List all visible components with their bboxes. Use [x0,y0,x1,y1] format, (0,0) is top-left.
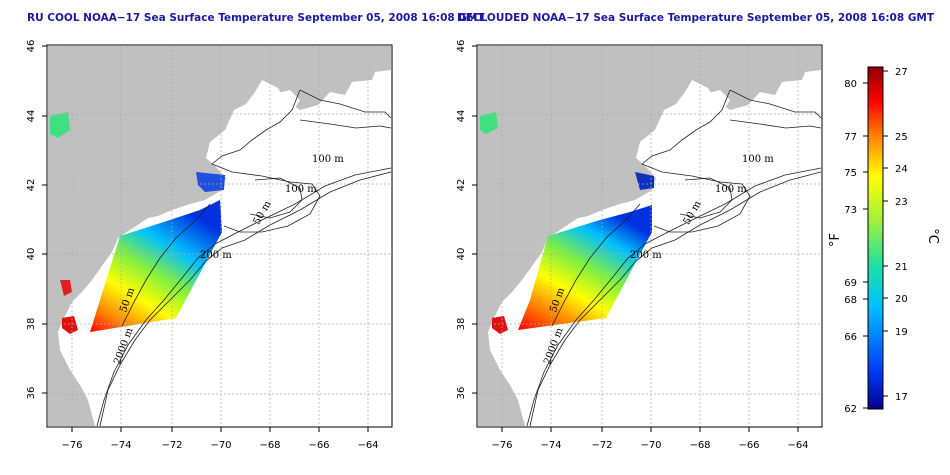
c-tick-label: 20 [895,294,908,305]
f-tick-label: 77 [844,132,857,143]
y-tick-label: 40 [456,248,467,261]
map-title: DECLOUDED NOAA−17 Sea Surface Temperatur… [457,12,935,24]
sst-patch-cold [635,172,654,190]
x-tick-label: −72 [161,440,182,451]
svg-text:200 m: 200 m [200,250,232,261]
x-tick-label: −70 [210,440,231,451]
sst-map-declouded: 100 m 100 m 50 m 200 m 50 m 2000 m −76 −… [456,40,823,451]
y-tick-label: 44 [456,110,467,123]
y-tick-label: 46 [456,40,467,53]
y-tick-label: 38 [456,318,467,331]
map-title: RU COOL NOAA−17 Sea Surface Temperature … [27,12,485,24]
y-axis: 46 44 42 40 38 36 [456,40,477,400]
c-tick-label: 23 [895,197,908,208]
sst-map-raw: 100 m 100 m 50 m 200 m 50 m 2000 m −76 −… [26,40,393,451]
sst-patch-bay [62,316,78,334]
f-tick-label: 73 [844,205,857,216]
grid-lines [478,46,821,426]
sst-patch-coast [60,280,72,296]
y-axis: 46 44 42 40 38 36 [26,40,47,400]
y-tick-label: 36 [26,387,37,400]
sst-swath [90,200,222,332]
land [48,46,391,426]
svg-text:100 m: 100 m [312,154,344,165]
gulf-inlet [270,90,300,108]
svg-text:100 m: 100 m [742,154,774,165]
x-tick-label: −72 [591,440,612,451]
sst-patch-cold [196,172,225,192]
bay-inlet [508,292,525,318]
c-tick-label: 19 [895,327,908,338]
y-tick-label: 44 [26,110,37,123]
svg-text:100 m: 100 m [715,184,747,195]
f-tick-label: 75 [844,168,857,179]
sst-patch-north [480,112,498,134]
celsius-axis-label: °C [925,228,940,244]
y-tick-label: 42 [456,179,467,192]
x-tick-label: −76 [61,440,82,451]
x-tick-label: −70 [640,440,661,451]
x-tick-label: −68 [689,440,710,451]
x-axis: −76 −74 −72 −70 −68 −66 −64 [61,427,379,451]
bay-inlet [78,292,95,318]
f-tick-label: 62 [844,404,857,415]
x-tick-label: −66 [738,440,759,451]
temperature-colorbar: 80 77 75 73 69 68 66 62 °F 27 25 24 23 2… [828,66,940,415]
f-tick-label: 80 [844,79,857,90]
x-axis: −76 −74 −72 −70 −68 −66 −64 [491,427,809,451]
x-tick-label: −74 [540,440,561,451]
sst-patch-north [50,112,70,138]
f-tick-label: 68 [844,295,857,306]
fahrenheit-axis-label: °F [828,233,843,247]
x-tick-label: −64 [357,440,378,451]
x-tick-label: −64 [787,440,808,451]
c-tick-label: 25 [895,132,908,143]
x-tick-label: −76 [491,440,512,451]
c-tick-label: 17 [895,392,908,403]
fahrenheit-labels: 80 77 75 73 69 68 66 62 [844,79,857,415]
x-tick-label: −68 [259,440,280,451]
sst-swath [518,205,652,330]
y-tick-label: 46 [26,40,37,53]
svg-text:100 m: 100 m [285,184,317,195]
f-tick-label: 66 [844,332,857,343]
fahrenheit-ticks [863,82,868,409]
c-tick-label: 24 [895,164,908,175]
x-tick-label: −66 [308,440,329,451]
y-tick-label: 42 [26,179,37,192]
c-tick-label: 21 [895,262,908,273]
gulf-inlet [700,90,730,108]
y-tick-label: 40 [26,248,37,261]
y-tick-label: 36 [456,387,467,400]
bathymetry-contours [526,89,822,427]
land [478,46,821,426]
y-tick-label: 38 [26,318,37,331]
colorbar-gradient [867,66,884,410]
svg-text:200 m: 200 m [630,250,662,261]
bathymetry-contours [96,89,392,427]
sst-patch-bay [492,316,508,334]
x-tick-label: −74 [110,440,131,451]
celsius-labels: 27 25 24 23 21 20 19 17 [895,67,908,403]
c-tick-label: 27 [895,67,908,78]
celsius-ticks [883,70,888,397]
f-tick-label: 69 [844,278,857,289]
grid-lines [48,46,391,426]
